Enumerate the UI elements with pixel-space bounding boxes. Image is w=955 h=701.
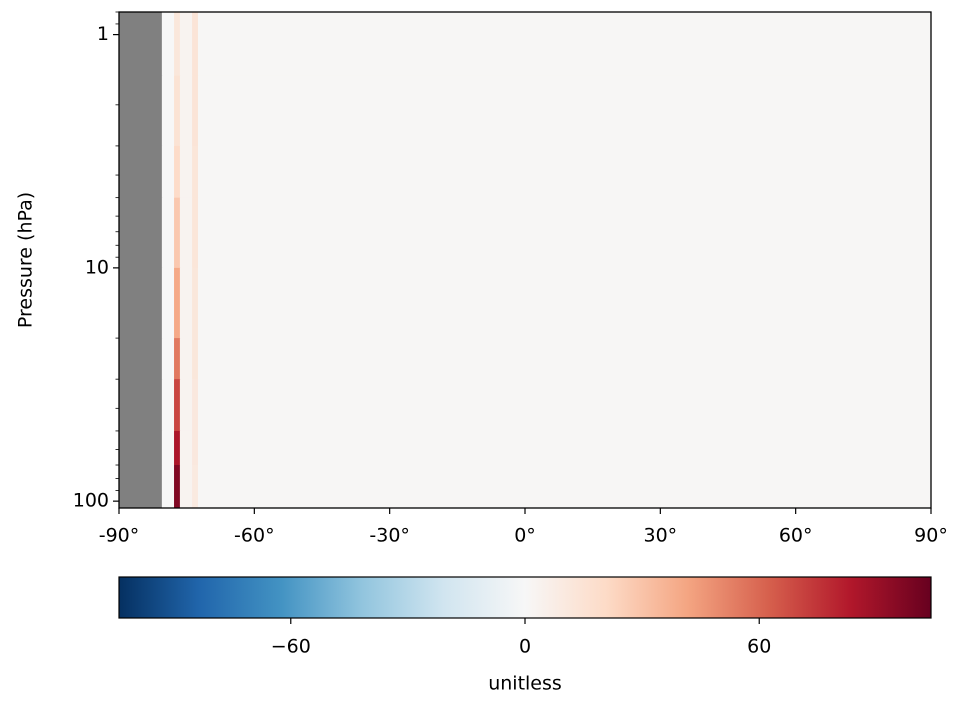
heatmap-cell	[174, 75, 181, 147]
heatmap-cell	[119, 75, 163, 147]
heatmap-cell	[197, 338, 932, 380]
heatmap-cell	[192, 465, 199, 509]
heatmap-cell	[174, 430, 181, 466]
heatmap-cell	[174, 267, 181, 339]
heatmap-cell	[179, 430, 193, 466]
heatmap-cell	[161, 430, 175, 466]
heatmap-cell	[192, 12, 199, 77]
heatmap-cell	[119, 430, 163, 466]
heatmap-cell	[179, 267, 193, 339]
heatmap-cell	[174, 12, 181, 77]
colorbar-tick-label: 60	[747, 636, 771, 658]
heatmap-cell	[179, 12, 193, 77]
heatmap-cell	[179, 145, 193, 199]
heatmap-cell	[119, 12, 163, 77]
heatmap-cell	[197, 267, 932, 339]
heatmap-cell	[179, 379, 193, 432]
colorbar-tick-label: −60	[271, 636, 311, 658]
heatmap-cell	[192, 338, 199, 380]
x-tick-label: -90°	[99, 525, 140, 547]
heatmap-cell	[161, 145, 175, 199]
heatmap-cell	[119, 267, 163, 339]
heatmap-cell	[197, 12, 932, 77]
heatmap-cell	[174, 465, 181, 509]
heatmap-cell	[192, 430, 199, 466]
heatmap-cell	[161, 12, 175, 77]
colorbar-tick-label: 0	[519, 636, 531, 658]
y-tick-label: 100	[73, 490, 109, 512]
heatmap-cell	[179, 75, 193, 147]
heatmap-cell	[192, 197, 199, 269]
heatmap-cell	[174, 338, 181, 380]
heatmap-cell	[192, 145, 199, 199]
x-tick-label: -30°	[369, 525, 410, 547]
heatmap-cell	[161, 197, 175, 269]
heatmap-cell	[119, 197, 163, 269]
heatmap-cell	[174, 145, 181, 199]
heatmap-cell	[179, 197, 193, 269]
heatmap-cell	[192, 75, 199, 147]
heatmap-cell	[197, 379, 932, 432]
y-tick-label: 10	[85, 256, 109, 278]
y-tick-label: 1	[97, 23, 109, 45]
heatmap-cell	[192, 267, 199, 339]
heatmap-cell	[119, 465, 163, 509]
heatmap-cell	[161, 267, 175, 339]
heatmap-cell	[197, 197, 932, 269]
heatmap-cell	[197, 145, 932, 199]
y-axis-label: Pressure (hPa)	[15, 192, 37, 328]
x-tick-label: 60°	[779, 525, 813, 547]
heatmap-cell	[192, 379, 199, 432]
heatmap-cell	[119, 379, 163, 432]
heatmap-cell	[197, 430, 932, 466]
x-tick-label: 90°	[914, 525, 948, 547]
heatmap-cell	[174, 379, 181, 432]
heatmap-cell	[161, 465, 175, 509]
heatmap-cell	[119, 338, 163, 380]
heatmap-cell	[119, 145, 163, 199]
heatmap-cell	[161, 338, 175, 380]
colorbar	[118, 576, 932, 619]
x-tick-label: -60°	[234, 525, 275, 547]
heatmap-cell	[161, 379, 175, 432]
heatmap-cell	[174, 197, 181, 269]
x-tick-label: 30°	[643, 525, 677, 547]
heatmap-cell	[161, 75, 175, 147]
heatmap-cell	[179, 465, 193, 509]
x-tick-label: 0°	[514, 525, 536, 547]
heatmap-cell	[197, 75, 932, 147]
colorbar-label: unitless	[488, 673, 562, 695]
heatmap-cell	[179, 338, 193, 380]
heatmap-cell	[197, 465, 932, 509]
